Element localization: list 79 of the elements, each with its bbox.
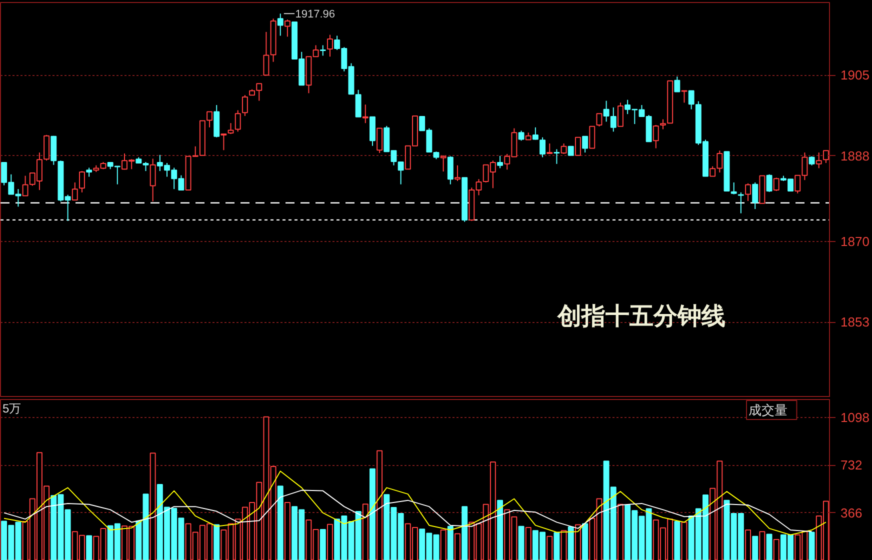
annotation: 5万 — [2, 402, 22, 416]
candlestick — [738, 192, 744, 214]
bar — [326, 524, 333, 560]
candlestick — [284, 19, 290, 38]
line-series — [4, 490, 812, 532]
candlestick — [326, 34, 333, 58]
candlestick — [540, 136, 546, 158]
candlestick — [554, 148, 560, 164]
bar — [674, 521, 680, 560]
bar — [277, 486, 284, 560]
candlestick — [362, 104, 368, 124]
candlestick — [546, 143, 553, 154]
candlestick — [497, 155, 504, 169]
candlestick — [816, 152, 822, 169]
candlestick — [270, 18, 276, 62]
bar — [546, 536, 553, 560]
bar — [525, 527, 532, 560]
candlestick — [79, 170, 85, 193]
chart-title: 成交量 — [748, 402, 788, 418]
candlestick — [50, 136, 57, 166]
candlestick — [228, 122, 234, 135]
candlestick — [532, 126, 538, 140]
bar — [745, 530, 751, 560]
candlestick — [716, 150, 723, 173]
candlestick — [447, 156, 454, 185]
bar — [284, 502, 290, 560]
y-tick-label: 1905 — [840, 68, 870, 83]
candlestick — [150, 158, 156, 202]
candlestick — [766, 174, 772, 192]
bar — [681, 522, 688, 560]
candlestick — [277, 13, 284, 36]
bar — [86, 535, 92, 560]
line-series — [4, 470, 826, 536]
y-tick-label: 1098 — [840, 410, 870, 425]
bar — [447, 526, 454, 560]
bar — [376, 450, 383, 560]
candlestick — [730, 182, 737, 195]
bar — [752, 536, 758, 560]
candlestick — [214, 104, 220, 138]
bar — [574, 524, 581, 560]
bar — [214, 524, 220, 560]
bar — [560, 530, 567, 560]
bar — [320, 529, 326, 560]
y-tick-label: 1888 — [840, 148, 870, 164]
candlestick — [242, 94, 248, 116]
candlestick — [560, 143, 567, 154]
annotation: 创指十五分钟线 — [556, 301, 726, 330]
bar — [582, 523, 588, 560]
bar — [370, 468, 376, 560]
bar — [568, 526, 574, 560]
candlestick — [518, 130, 524, 142]
bar — [497, 500, 504, 560]
bar — [808, 532, 815, 560]
bar — [454, 533, 460, 560]
candlestick — [808, 156, 815, 166]
y-tick-label: 1870 — [840, 234, 870, 249]
bar — [618, 504, 624, 560]
bar — [773, 539, 780, 560]
bar — [766, 534, 772, 560]
candlestick — [745, 182, 751, 202]
y-tick-label: 1853 — [840, 314, 870, 330]
annotation: 1917.96 — [295, 8, 336, 21]
candlestick — [660, 118, 666, 130]
bar — [462, 506, 468, 560]
candlestick — [320, 44, 326, 56]
y-tick-label: 732 — [840, 458, 862, 473]
bar — [362, 504, 368, 560]
candlestick — [454, 164, 460, 182]
bar — [554, 532, 560, 560]
candlestick — [822, 150, 829, 164]
candlestick — [652, 124, 659, 149]
candlestick — [86, 167, 92, 178]
candlestick — [752, 182, 758, 210]
bar — [150, 452, 156, 560]
candlestick — [773, 177, 780, 192]
bar — [759, 531, 766, 560]
bar — [518, 526, 524, 560]
y-tick-label: 366 — [840, 505, 862, 520]
bar — [440, 530, 446, 560]
